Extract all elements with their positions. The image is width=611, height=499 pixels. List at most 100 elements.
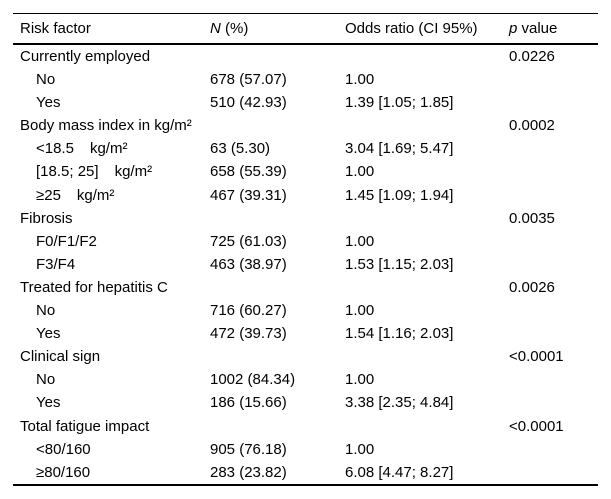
risk-factor-cell: No: [13, 368, 210, 391]
col-header-p-value: p value: [505, 14, 598, 45]
risk-factor-cell: Clinical sign: [13, 345, 210, 368]
table-row-category: Yes 472 (39.73) 1.54 [1.16; 2.03]: [13, 322, 598, 345]
table-header-row: Risk factor N (%) Odds ratio (CI 95%) p …: [13, 14, 598, 45]
risk-factor-cell: Yes: [13, 322, 210, 345]
table-row-group: Body mass index in kg/m² 0.0002: [13, 114, 598, 137]
n-rest: (%): [220, 20, 249, 37]
risk-factor-label: F0/F1/F2: [36, 232, 97, 250]
p-value-cell: [505, 322, 598, 345]
odds-ratio-cell: 1.00: [345, 440, 375, 458]
n-percent-cell: 472 (39.73): [210, 325, 287, 343]
risk-factor-label: No: [36, 302, 56, 320]
risk-factor-label: ≥25: [36, 186, 61, 204]
p-value-cell: [505, 184, 598, 207]
p-value-cell: [505, 68, 598, 91]
n-percent-cell: [210, 207, 345, 230]
n-percent-cell: 463 (38.97): [210, 255, 287, 273]
table-row-group: Fibrosis 0.0035: [13, 207, 598, 230]
p-italic: p: [509, 20, 518, 37]
risk-factor-label: ≥80/160: [36, 463, 91, 481]
table-row-category: No 678 (57.07) 1.00: [13, 68, 598, 91]
n-percent-cell: 658 (55.39): [210, 163, 287, 181]
risk-factor-label: Fibrosis: [20, 209, 73, 227]
odds-ratio-cell: 1.00: [345, 302, 375, 320]
risk-factor-label: Yes: [36, 325, 61, 343]
risk-factor-table-wrap: Risk factor N (%) Odds ratio (CI 95%) p …: [13, 13, 598, 486]
risk-factor-cell: F3/F4: [13, 253, 210, 276]
n-percent-cell: [210, 345, 345, 368]
risk-factor-label: No: [36, 371, 56, 389]
risk-factor-cell: No: [13, 299, 210, 322]
p-value-cell: 0.0035: [509, 209, 555, 227]
risk-factor-label: Clinical sign: [20, 348, 101, 366]
p-value-cell: [505, 299, 598, 322]
unit-label: kg/m²: [76, 186, 115, 204]
risk-factor-cell: ≥25 kg/m²: [13, 184, 210, 207]
risk-factor-label: [18.5; 25]: [36, 163, 99, 181]
odds-ratio-cell: 1.00: [345, 232, 375, 250]
n-percent-cell: [210, 44, 345, 68]
col-header-risk-factor: Risk factor: [20, 20, 91, 37]
table-row-category: F3/F4 463 (38.97) 1.53 [1.15; 2.03]: [13, 253, 598, 276]
table-row-category: [18.5; 25] kg/m² 658 (55.39) 1.00: [13, 160, 598, 183]
table-row-category: Yes 186 (15.66) 3.38 [2.35; 4.84]: [13, 391, 598, 414]
table-row-category: Yes 510 (42.93) 1.39 [1.05; 1.85]: [13, 91, 598, 114]
odds-ratio-cell: 1.54 [1.16; 2.03]: [345, 325, 454, 343]
odds-ratio-cell: 1.00: [345, 71, 375, 89]
table-body: Currently employed 0.0226 No 678 (57.07) 1.0…: [13, 44, 598, 485]
risk-factor-cell: Fibrosis: [13, 207, 210, 230]
risk-factor-label: Yes: [36, 94, 61, 112]
n-percent-cell: [210, 276, 345, 299]
table-row-group: Total fatigue impact <0.0001: [13, 415, 598, 438]
n-italic: N: [210, 20, 221, 37]
risk-factor-label: Total fatigue impact: [20, 417, 150, 435]
table-row-category: <80/160 905 (76.18) 1.00: [13, 438, 598, 461]
table-row-category: ≥80/160 283 (23.82) 6.08 [4.47; 8.27]: [13, 461, 598, 485]
p-value-cell: [505, 91, 598, 114]
risk-factor-cell: Treated for hepatitis C: [13, 276, 210, 299]
table-row-category: ≥25 kg/m² 467 (39.31) 1.45 [1.09; 1.94]: [13, 184, 598, 207]
risk-factor-cell: ≥80/160: [13, 461, 210, 485]
unit-label: kg/m²: [114, 163, 153, 181]
p-value-cell: <0.0001: [509, 348, 564, 366]
risk-factor-label: Treated for hepatitis C: [20, 278, 168, 296]
risk-factor-label: Currently employed: [20, 48, 151, 65]
n-percent-cell: 63 (5.30): [210, 140, 271, 158]
odds-ratio-cell: 1.00: [345, 371, 375, 389]
col-header-odds-ratio: Odds ratio (CI 95%): [345, 20, 478, 37]
risk-factor-table: Risk factor N (%) Odds ratio (CI 95%) p …: [13, 13, 598, 486]
n-percent-cell: [210, 415, 345, 438]
risk-factor-label: F3/F4: [36, 255, 76, 273]
risk-factor-label: Yes: [36, 394, 61, 412]
p-value-cell: [505, 160, 598, 183]
odds-ratio-cell: 1.00: [345, 163, 375, 181]
table-row-group: Clinical sign <0.0001: [13, 345, 598, 368]
table-row-category: <18.5 kg/m² 63 (5.30) 3.04 [1.69; 5.47]: [13, 137, 598, 160]
risk-factor-cell: No: [13, 68, 210, 91]
risk-factor-cell: Total fatigue impact: [13, 415, 210, 438]
risk-factor-cell: [18.5; 25] kg/m²: [13, 160, 210, 183]
risk-factor-cell: Currently employed: [13, 44, 210, 68]
n-percent-cell: 467 (39.31): [210, 186, 287, 204]
p-value-cell: <0.0001: [509, 417, 564, 435]
risk-factor-cell: Body mass index in kg/m²: [13, 114, 210, 137]
risk-factor-cell: F0/F1/F2: [13, 230, 210, 253]
odds-ratio-cell: 1.39 [1.05; 1.85]: [345, 94, 454, 112]
table-row-group: Currently employed 0.0226: [13, 44, 598, 68]
risk-factor-label: <80/160: [36, 440, 91, 458]
table-row-category: F0/F1/F2 725 (61.03) 1.00: [13, 230, 598, 253]
odds-ratio-cell: [345, 44, 505, 68]
p-value-cell: [505, 368, 598, 391]
table-row-group: Treated for hepatitis C 0.0026: [13, 276, 598, 299]
n-percent-cell: 186 (15.66): [210, 394, 287, 412]
odds-ratio-cell: [345, 207, 505, 230]
odds-ratio-cell: 3.38 [2.35; 4.84]: [345, 394, 454, 412]
p-value-cell: [505, 391, 598, 414]
p-value-cell: [505, 461, 598, 485]
p-value-cell: 0.0026: [509, 278, 555, 296]
n-percent-cell: [210, 114, 345, 137]
risk-factor-label: Body mass index in kg/m²: [20, 117, 192, 135]
n-percent-cell: 510 (42.93): [210, 94, 287, 112]
n-percent-cell: 905 (76.18): [210, 440, 287, 458]
n-percent-cell: 678 (57.07): [210, 71, 287, 89]
